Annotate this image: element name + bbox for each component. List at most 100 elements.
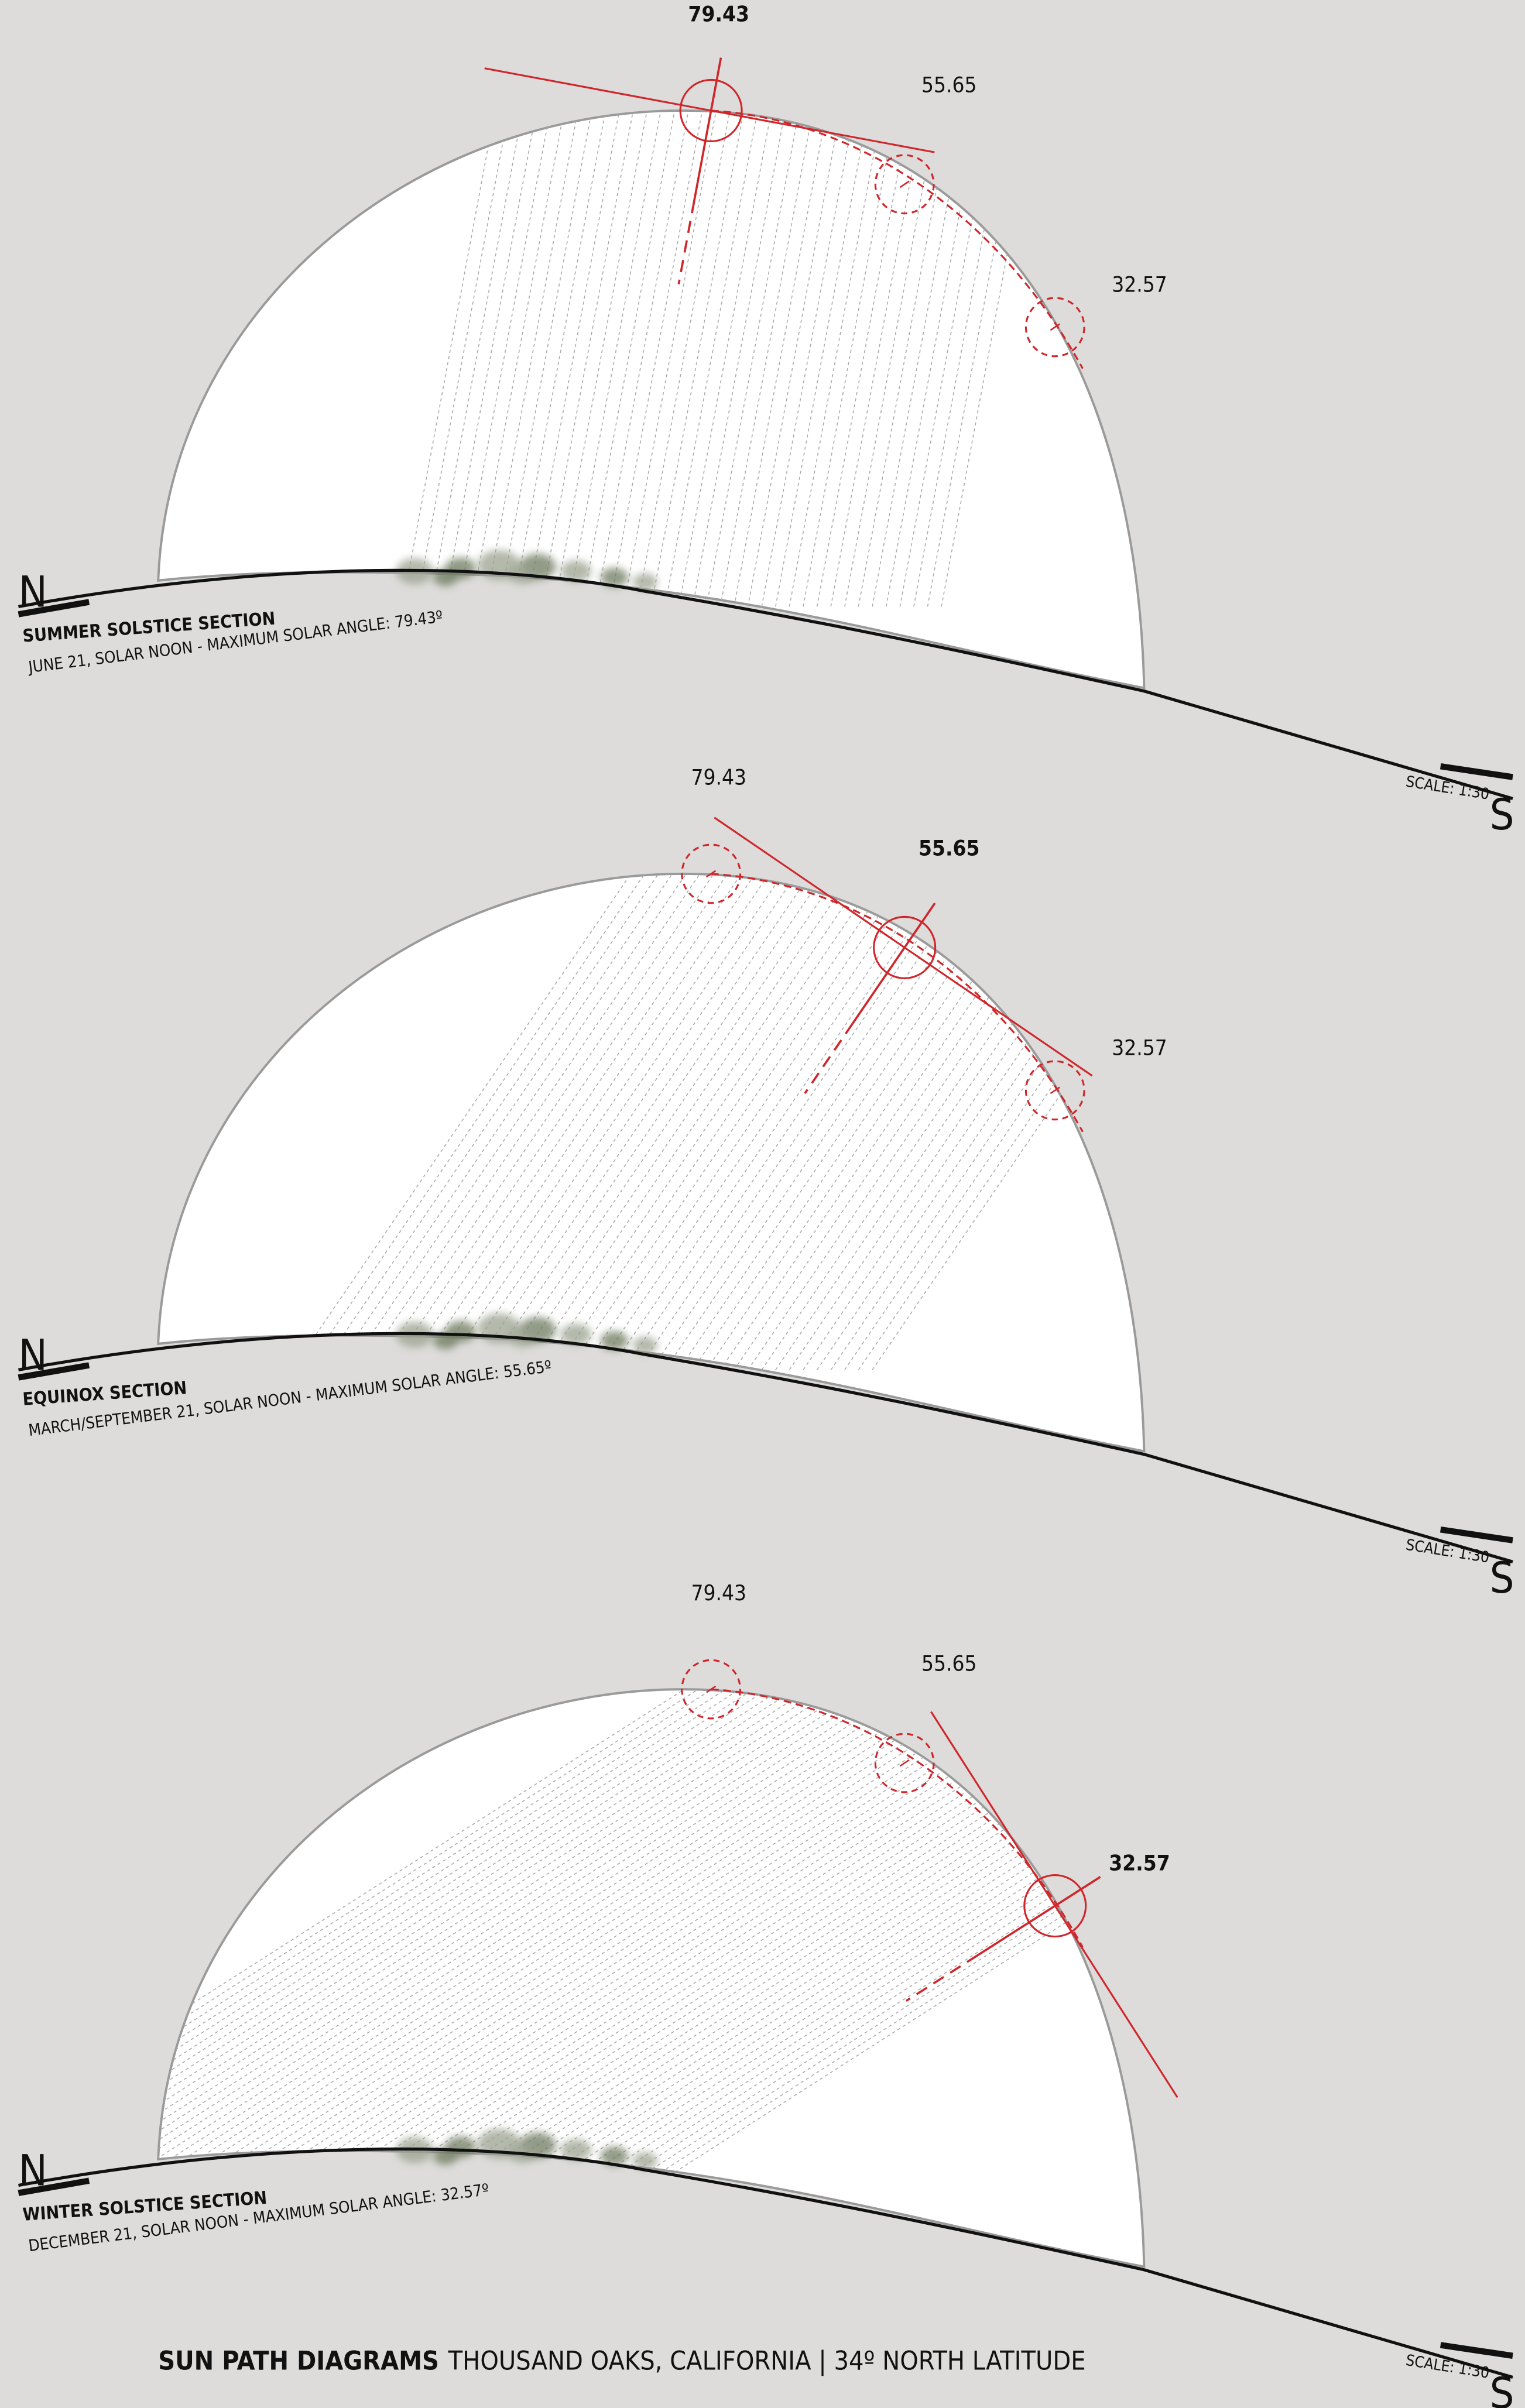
south-label: S <box>1490 2369 1514 2408</box>
sun-ray-dashed <box>804 1023 854 1094</box>
sun-ray <box>471 110 641 607</box>
active-sun-marker <box>679 78 743 142</box>
sun-ray <box>526 873 1047 1370</box>
south-bar <box>1440 2342 1513 2359</box>
active-angle-label: 79.43 <box>688 2 749 27</box>
sun-ray <box>636 110 807 607</box>
sun-tick <box>706 1685 717 1693</box>
sun-ray <box>291 873 813 1370</box>
angle-label: 79.43 <box>691 1580 746 1606</box>
sun-ray <box>567 110 738 607</box>
sun-ray <box>734 873 1144 1370</box>
south-bar <box>1440 1527 1513 1543</box>
tangent-line <box>930 1711 1178 2098</box>
sun-marker <box>874 1733 935 1793</box>
sun-ray <box>719 110 890 607</box>
sun-ray-dashed <box>906 1954 978 2002</box>
sun-ray <box>388 873 909 1370</box>
dome <box>157 872 1146 1453</box>
active-angle-label: 55.65 <box>919 835 979 860</box>
south-bar <box>1440 763 1513 780</box>
sun-ray <box>581 873 1103 1370</box>
sun-ray <box>872 873 1144 1370</box>
sun-ray <box>526 110 697 607</box>
sun-tick <box>706 870 717 878</box>
south-label: S <box>1490 1553 1514 1603</box>
sun-ray-line <box>851 902 936 1024</box>
vegetation <box>600 567 628 588</box>
sun-ray <box>485 873 1006 1370</box>
angle-label: 55.65 <box>921 72 977 97</box>
sun-ray <box>498 873 1020 1370</box>
vegetation <box>632 573 657 591</box>
sun-ray <box>540 873 1061 1370</box>
tangent-line <box>484 67 935 153</box>
sun-ray <box>816 873 1144 1370</box>
sun-ray <box>858 873 1144 1370</box>
sun-ray <box>429 873 951 1370</box>
sun-ray <box>789 873 1144 1370</box>
sheet-title: SUN PATH DIAGRAMS THOUSAND OAKS, CALIFORN… <box>158 2345 1085 2376</box>
vegetation <box>600 1330 628 1351</box>
angle-label: 55.65 <box>921 1651 977 1676</box>
angle-label: 79.43 <box>691 765 746 790</box>
sun-ray <box>706 873 1144 1370</box>
sun-ray <box>609 873 1130 1370</box>
sun-ray <box>775 873 1144 1370</box>
sun-ray <box>319 873 840 1370</box>
sun-ray-dashed <box>677 201 695 284</box>
sun-ray <box>540 110 710 607</box>
sun-ray <box>844 873 1144 1370</box>
sun-ray <box>443 110 614 607</box>
sun-path-arc <box>711 109 1084 369</box>
sun-ray <box>416 873 937 1370</box>
tangent-line <box>714 817 1093 1077</box>
vegetation <box>560 560 591 582</box>
sun-ray <box>443 873 964 1370</box>
vegetation <box>433 2148 458 2165</box>
sun-ray <box>623 873 1144 1370</box>
sun-ray <box>512 873 1033 1370</box>
sun-ray <box>637 873 1144 1370</box>
vegetation <box>600 2146 628 2166</box>
sun-ray <box>761 873 1144 1370</box>
sun-path-arc <box>711 873 1084 1133</box>
sun-marker <box>681 1659 742 1720</box>
sun-tick <box>1050 323 1060 331</box>
north-bar <box>18 1362 90 1381</box>
ground-line <box>18 1332 1513 1563</box>
sun-ray <box>402 110 572 607</box>
sun-ray <box>498 110 669 607</box>
sun-tick <box>899 180 910 188</box>
sun-ray <box>374 873 895 1370</box>
sun-ray <box>678 110 849 607</box>
sun-ray <box>333 873 854 1370</box>
ground-line <box>18 2148 1513 2379</box>
sun-ray <box>305 873 826 1370</box>
sun-ray-line <box>693 57 722 201</box>
sun-ray <box>734 110 904 607</box>
sun-marker <box>1024 297 1085 358</box>
sun-marker <box>681 843 742 904</box>
north-bar <box>18 2177 90 2196</box>
sun-ray <box>567 873 1089 1370</box>
sheet-title-rest: THOUSAND OAKS, CALIFORNIA | 34º NORTH LA… <box>448 2345 1086 2376</box>
sun-ray <box>347 873 868 1370</box>
active-sun-marker <box>1023 1874 1087 1938</box>
vegetation <box>560 1323 591 1346</box>
active-sun-marker <box>873 915 937 979</box>
sun-ray-line <box>976 1876 1101 1957</box>
sun-ray <box>609 110 779 607</box>
vegetation <box>560 2139 591 2161</box>
vegetation <box>632 1336 657 1354</box>
active-angle-label: 32.57 <box>1109 1851 1170 1876</box>
vegetation <box>632 2152 657 2170</box>
sun-marker <box>1024 1060 1085 1121</box>
sun-ray <box>803 873 1144 1370</box>
vegetation <box>433 568 458 586</box>
sheet-title-bold: SUN PATH DIAGRAMS <box>158 2345 439 2376</box>
angle-label: 32.57 <box>1112 272 1167 297</box>
sun-ray-hatch <box>291 873 1144 1370</box>
sun-ray <box>830 873 1144 1370</box>
